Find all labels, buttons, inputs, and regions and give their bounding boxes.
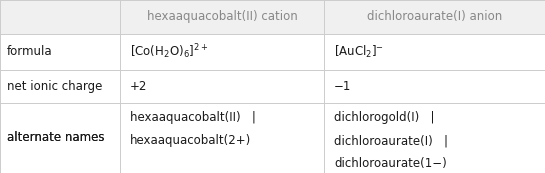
Text: [AuCl$_2$]$^{-}$: [AuCl$_2$]$^{-}$ [334,44,384,60]
Text: −1: −1 [334,80,352,93]
Text: dichloroaurate(I) anion: dichloroaurate(I) anion [367,10,502,23]
Text: dichloroaurate(1−): dichloroaurate(1−) [334,157,447,170]
Text: dichloroaurate(I)   |: dichloroaurate(I) | [334,134,448,147]
Text: hexaaquacobalt(2+): hexaaquacobalt(2+) [130,134,251,147]
Text: +2: +2 [130,80,147,93]
Text: hexaaquacobalt(II)   |: hexaaquacobalt(II) | [130,111,256,124]
Text: formula: formula [7,45,52,58]
Text: [Co(H$_2$O)$_6$]$^{2+}$: [Co(H$_2$O)$_6$]$^{2+}$ [130,43,208,61]
Text: alternate names: alternate names [7,131,104,144]
Text: alternate names: alternate names [7,131,104,144]
Bar [0,0,545,34]
Text: dichlorogold(I)   |: dichlorogold(I) | [334,111,434,124]
Text: hexaaquacobalt(II) cation: hexaaquacobalt(II) cation [147,10,298,23]
Text: net ionic charge: net ionic charge [7,80,102,93]
